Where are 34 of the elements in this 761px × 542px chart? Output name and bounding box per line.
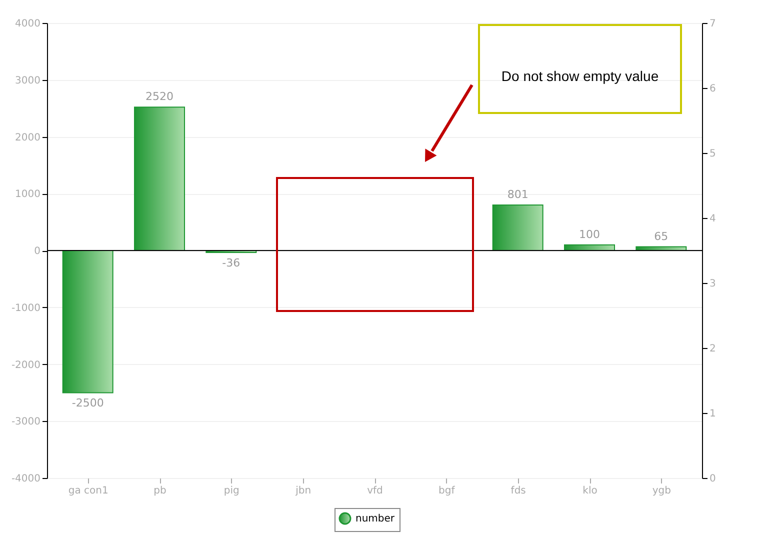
data-label: 65: [654, 230, 668, 243]
y2-tick-label: 2: [710, 344, 716, 354]
x-tick-label: jbn: [294, 486, 312, 496]
y2-tick-label: 5: [710, 148, 716, 160]
y-tick-label: -3000: [11, 416, 40, 428]
x-tick-label: ga con1: [68, 486, 108, 496]
x-tick-label: vfd: [367, 486, 383, 496]
y-tick-label: 3000: [15, 75, 40, 86]
legend-label: number: [356, 514, 396, 524]
x-tick-label: klo: [582, 486, 598, 496]
data-label: -36: [222, 256, 240, 270]
data-label: 2520: [146, 90, 174, 104]
y2-tick-label: 3: [710, 278, 716, 290]
y-tick-label: -1000: [11, 302, 40, 314]
y-tick-label: -4000: [11, 474, 40, 484]
x-tick-label: fds: [510, 486, 526, 496]
y2-tick-label: 0: [710, 474, 716, 484]
x-tick-label: pb: [154, 486, 166, 496]
y2-tick-label: 4: [710, 214, 716, 224]
y-tick-label: 4000: [15, 18, 40, 30]
y-tick-label: 2000: [15, 132, 40, 144]
x-tick-label: pig: [224, 486, 240, 496]
data-label: 801: [507, 188, 528, 201]
y-tick-label: -2000: [11, 360, 40, 371]
data-label: -2500: [72, 396, 104, 410]
x-tick-label: bgf: [438, 486, 456, 496]
data-label: 100: [579, 228, 600, 241]
x-tick-label: ygb: [652, 486, 671, 496]
y2-tick-label: 1: [710, 408, 716, 420]
y-tick-label: 1000: [15, 189, 40, 200]
y-tick-label: 0: [34, 246, 40, 257]
annotation: Do not show empty value: [501, 68, 659, 84]
y2-tick-label: 7: [710, 18, 716, 30]
y2-tick-label: 6: [710, 84, 716, 94]
